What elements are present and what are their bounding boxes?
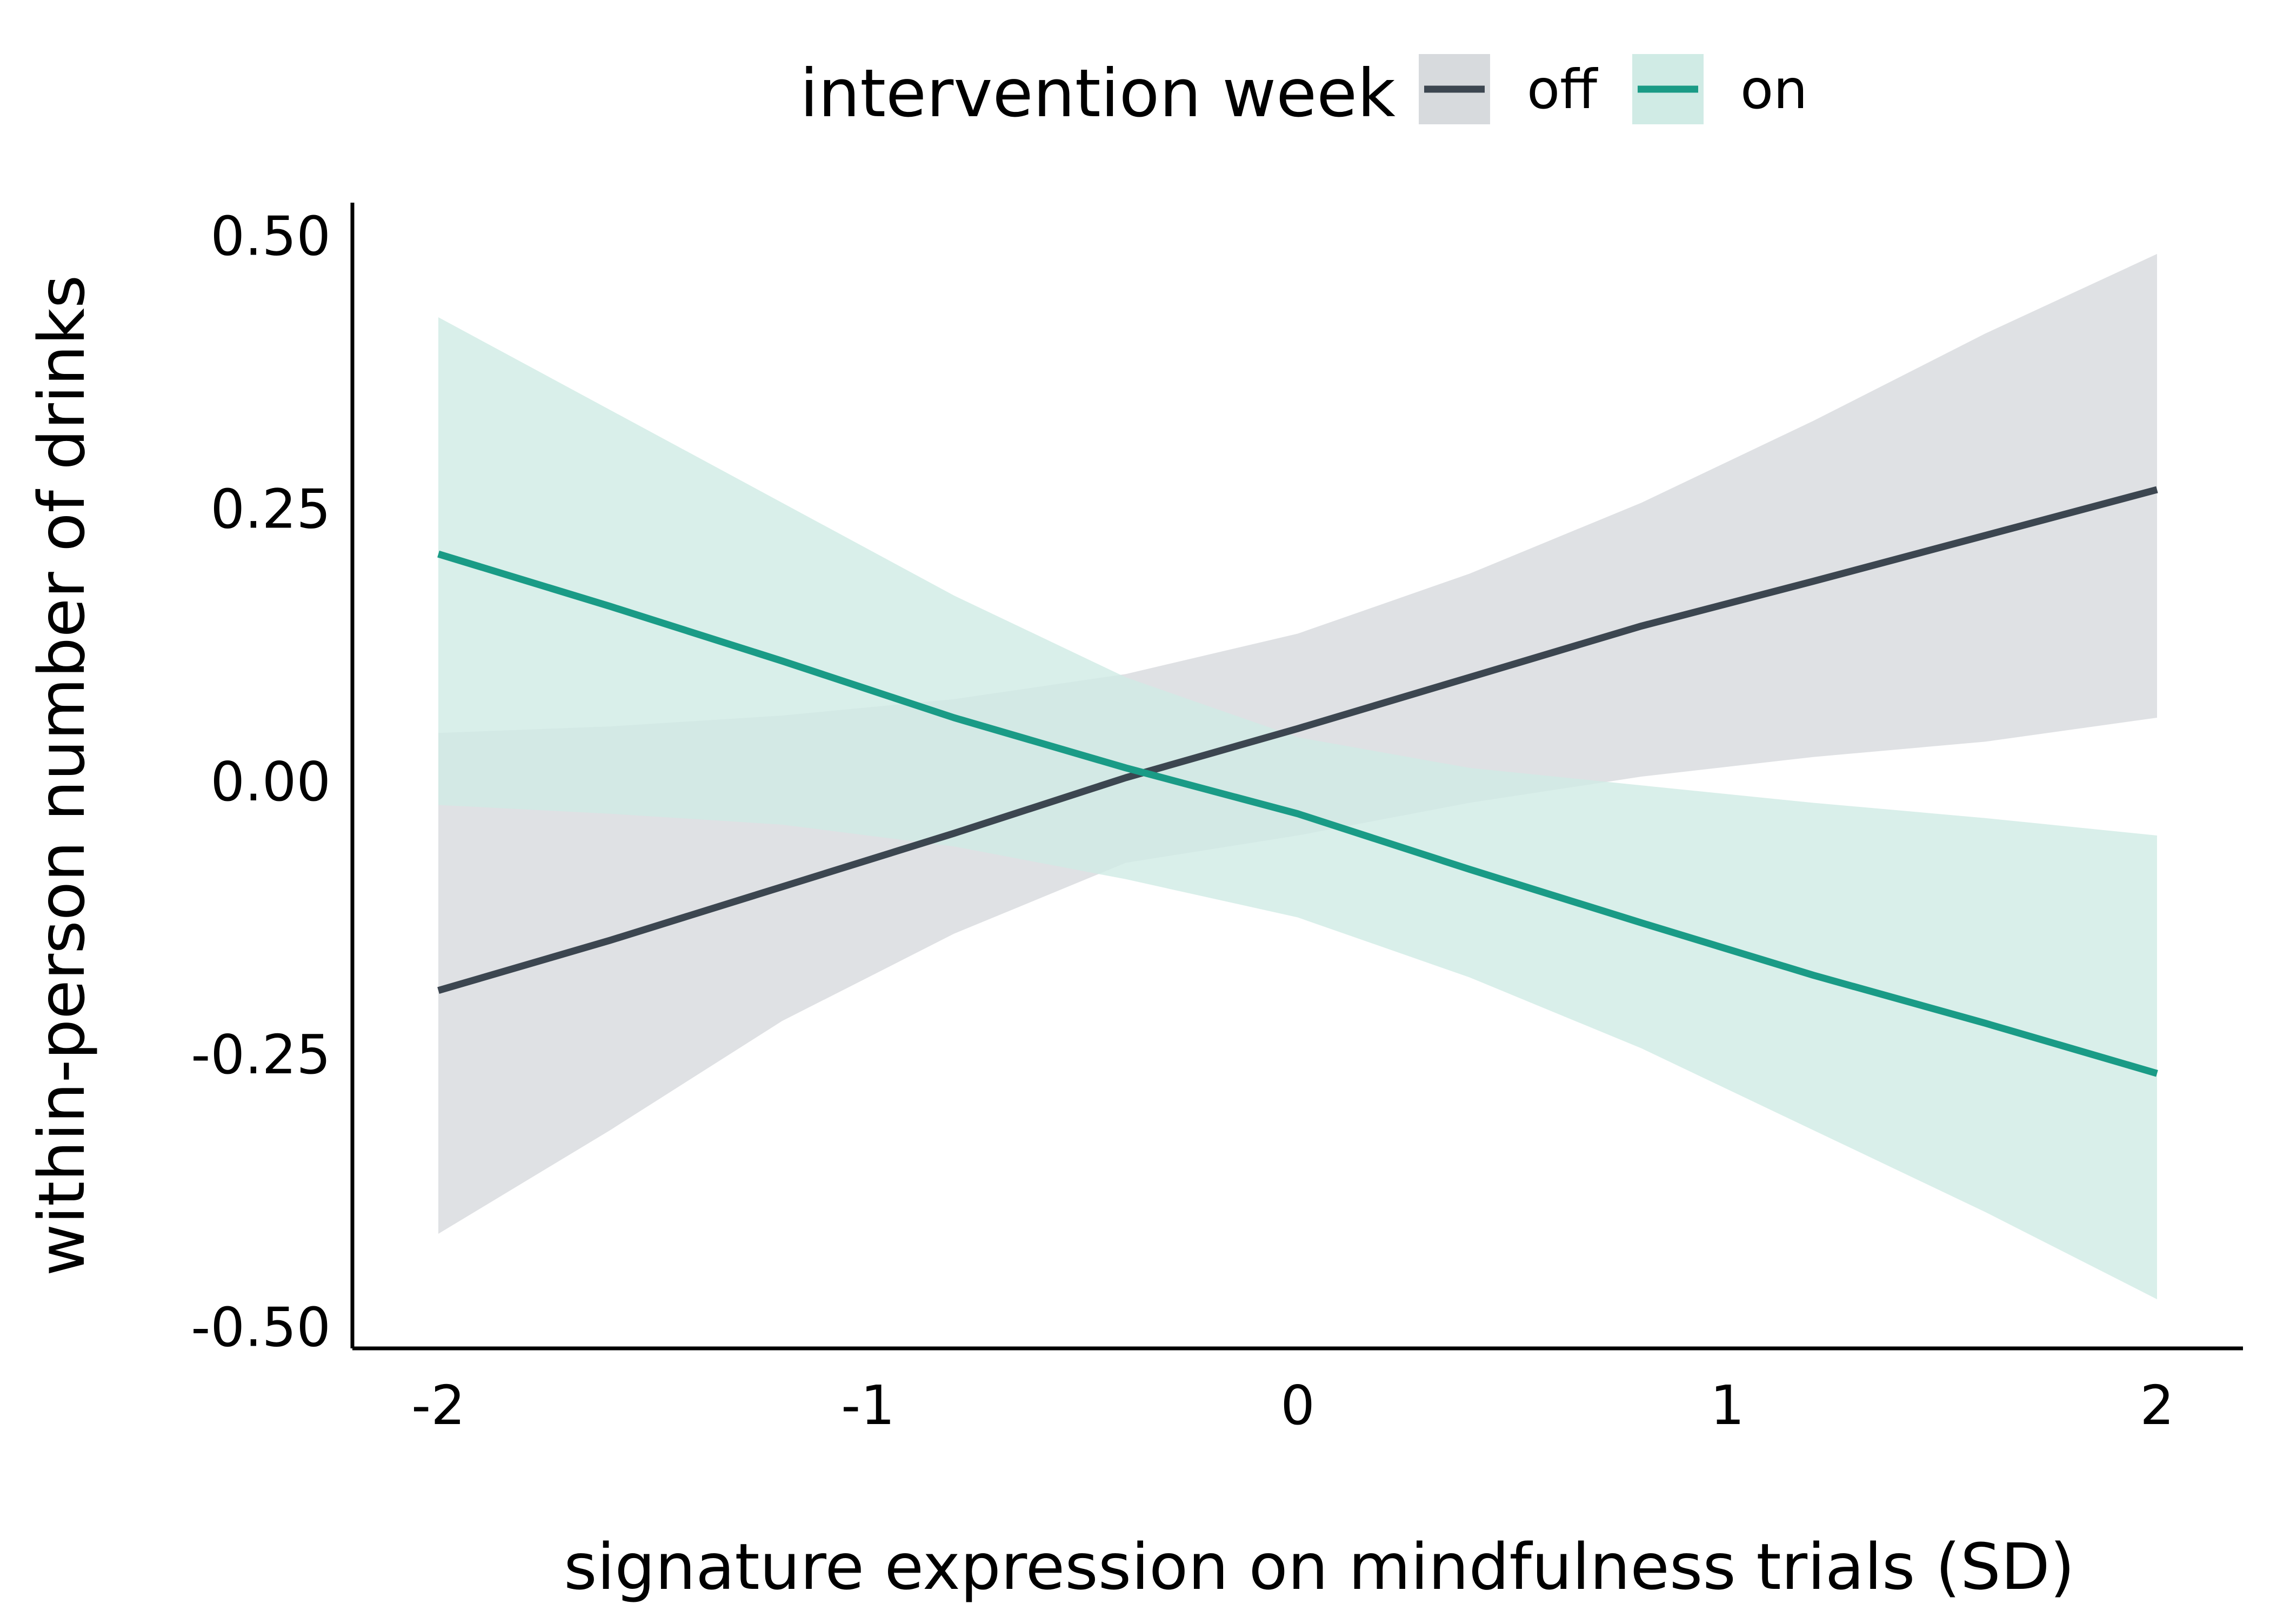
legend-items: off on <box>1419 54 1808 124</box>
y-tick-label: 0.25 <box>210 477 331 540</box>
legend: intervention week off on <box>800 54 1808 132</box>
x-axis-title: signature expression on mindfulness tria… <box>564 1529 2075 1604</box>
y-tick-label: 0.00 <box>210 750 331 813</box>
y-tick-label: -0.50 <box>191 1296 331 1359</box>
legend-title: intervention week <box>800 55 1396 132</box>
x-tick-label: -1 <box>841 1374 895 1437</box>
series-lines <box>437 486 2158 1077</box>
x-tick-label: 0 <box>1280 1374 1315 1437</box>
tick-labels: -2 -1 0 1 2 -0.50 -0.25 0.00 0.25 0.50 <box>191 205 2174 1437</box>
y-tick-label: 0.50 <box>210 205 331 268</box>
confidence-bands <box>438 253 2157 1300</box>
legend-item-on: on <box>1632 54 1808 124</box>
x-tick-label: -2 <box>411 1374 465 1437</box>
x-tick-label: 2 <box>2140 1374 2174 1437</box>
y-axis-title: within-person number of drinks <box>24 275 99 1277</box>
band-on <box>438 317 2157 1300</box>
x-tick-label: 1 <box>1710 1374 1745 1437</box>
legend-label-on: on <box>1740 58 1808 121</box>
legend-label-off: off <box>1527 58 1598 121</box>
y-tick-label: -0.25 <box>191 1023 331 1086</box>
line-off <box>437 486 2158 994</box>
line-on <box>437 550 2158 1077</box>
axes <box>350 203 2243 1351</box>
legend-item-off: off <box>1419 54 1598 124</box>
